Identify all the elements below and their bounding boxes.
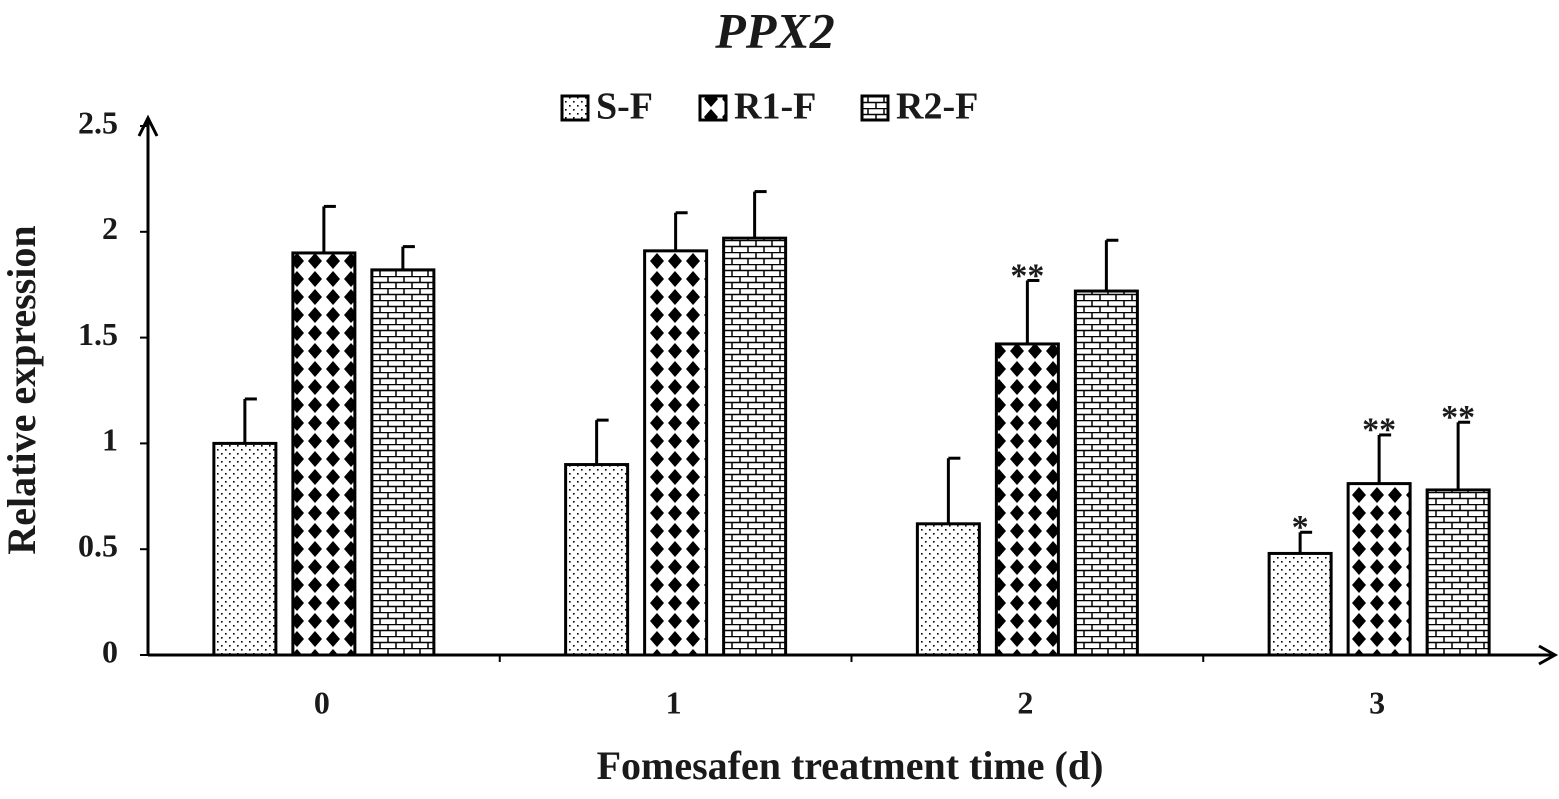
bar [1425,488,1491,657]
error-bar [1025,278,1040,344]
error-bar [1377,433,1392,484]
bar [994,342,1060,657]
y-tick-label: 1.5 [78,316,118,352]
legend-label: R1-F [734,86,816,128]
bar [643,249,709,657]
y-tick-label: 1 [102,422,118,458]
bar [212,441,278,657]
legend: S-F R1-F R2-F [560,86,978,128]
bar [722,236,788,657]
y-axis-label: Relative expression [0,225,44,554]
significance-label: * [1292,509,1309,546]
y-tick-label: 0.5 [78,528,118,564]
error-bar [1298,530,1313,554]
bar [564,463,630,657]
significance-label: ** [1441,399,1475,436]
error-bar [946,456,961,524]
x-axis-label: Fomesafen treatment time (d) [597,743,1104,788]
bar [1073,289,1139,657]
error-bar [1104,238,1119,292]
y-tick-label: 0 [102,633,118,669]
chart-title: PPX2 [714,2,834,58]
significance-label: ** [1362,412,1396,449]
legend-label: S-F [596,86,653,128]
y-axis-arrow [137,114,159,137]
legend-swatch [560,94,590,122]
error-bar [595,418,609,465]
x-tick-label: 0 [314,684,330,720]
bar [1346,482,1412,657]
significance-label: ** [1010,257,1044,294]
error-bar [753,190,767,239]
error-bar [1456,420,1471,490]
x-tick-label: 1 [666,684,682,720]
bar [370,268,436,657]
bar [291,251,357,657]
y-tick-label: 2.5 [78,104,118,140]
x-tick-label: 2 [1017,684,1033,720]
x-axis-arrow [1538,644,1559,666]
error-bar [674,211,688,251]
legend-swatch [860,94,890,122]
legend-swatch [698,94,728,122]
error-bar [401,245,415,270]
legend-label: R2-F [896,86,978,128]
bar [1267,551,1333,657]
error-bar [243,397,257,444]
error-bar [322,204,336,253]
x-tick-label: 3 [1369,684,1385,720]
y-tick-label: 2 [102,210,118,246]
bar [915,522,981,657]
